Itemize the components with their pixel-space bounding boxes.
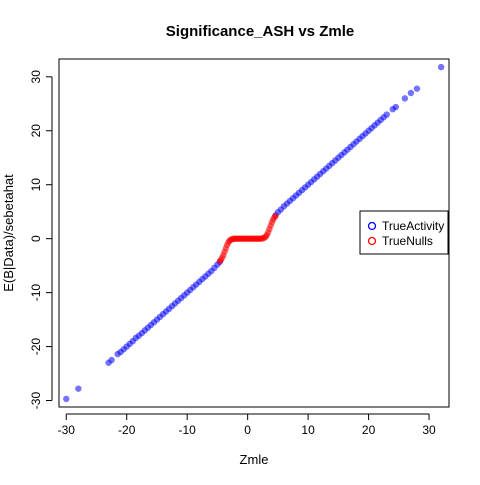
- legend-box: [359, 210, 449, 255]
- legend-marker-true-nulls: [367, 236, 377, 246]
- y-tick-label: 0: [29, 235, 43, 242]
- x-tick-label: 0: [244, 423, 251, 437]
- series-0: [63, 63, 445, 403]
- data-point: [401, 95, 409, 102]
- x-tick-label: -10: [179, 423, 197, 437]
- y-tick-label: -20: [29, 338, 43, 356]
- y-tick-label: -30: [29, 392, 43, 410]
- x-tick-label: 30: [422, 423, 436, 437]
- plot-frame: [58, 58, 450, 408]
- data-point: [63, 395, 70, 403]
- x-axis: -30 -20 -10 0 10 20 30: [58, 413, 436, 437]
- y-tick-label: 30: [29, 70, 43, 84]
- y-axis-label: E(B|Data)/sebetahat: [1, 174, 16, 292]
- x-tick-label: -20: [118, 423, 136, 437]
- x-tick-label: 10: [301, 423, 315, 437]
- data-point: [413, 85, 421, 92]
- data-point: [75, 385, 82, 392]
- y-tick-label: -10: [29, 284, 43, 302]
- series-1: [216, 212, 279, 265]
- x-tick-label: -30: [58, 423, 76, 437]
- data-point: [392, 103, 399, 111]
- y-axis: -30 -20 -10 0 10 20 30: [29, 70, 53, 410]
- chart-title: Significance_ASH vs Zmle: [166, 23, 354, 40]
- legend-label-true-nulls: TrueNulls: [382, 234, 433, 248]
- data-point: [407, 89, 415, 97]
- y-tick-label: 10: [29, 178, 43, 192]
- legend-label-true-activity: TrueActivity: [382, 219, 444, 233]
- data-points: [63, 63, 445, 403]
- x-axis-label: Zmle: [240, 452, 269, 467]
- legend-marker-true-activity: [367, 221, 377, 231]
- y-tick-label: 20: [29, 124, 43, 138]
- data-point: [437, 63, 445, 71]
- data-point: [383, 111, 390, 118]
- data-point: [108, 356, 115, 364]
- data-point: [272, 212, 279, 220]
- x-tick-label: 20: [362, 423, 376, 437]
- legend: TrueActivity TrueNulls: [359, 210, 449, 255]
